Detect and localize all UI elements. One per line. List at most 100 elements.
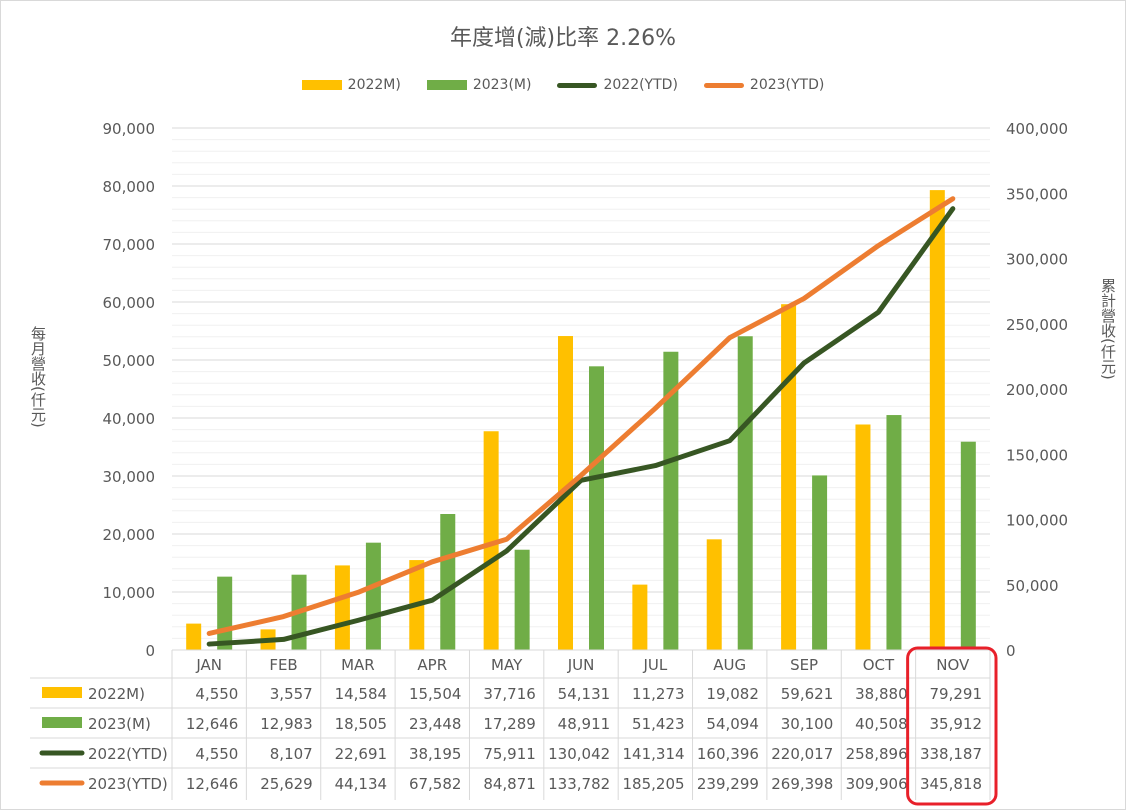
x-category-label: AUG [713,656,746,674]
table-cell: 12,646 [186,715,239,733]
table-key-swatch [42,717,82,728]
table-cell: 79,291 [930,685,983,703]
table-row-label: 2023(M) [88,715,151,733]
y-left-tick-label: 60,000 [103,294,156,312]
chart-legend: 2022M) 2023(M) 2022(YTD) 2023(YTD) [0,77,1126,93]
y-right-tick-label: 100,000 [1006,512,1068,530]
table-cell: 22,691 [335,745,388,763]
x-category-label: JAN [195,656,222,674]
y-right-tick-label: 250,000 [1006,316,1068,334]
table-cell: 8,107 [270,745,313,763]
table-cell: 67,582 [409,775,462,793]
y-right-tick-label: 150,000 [1006,446,1068,464]
table-cell: 37,716 [483,685,536,703]
bar-2023m [812,475,828,650]
table-cell: 51,423 [632,715,685,733]
table-cell: 84,871 [483,775,536,793]
x-category-label: JUN [567,656,595,674]
table-cell: 220,017 [771,745,833,763]
table-cell: 11,273 [632,685,685,703]
y-left-tick-label: 80,000 [103,178,156,196]
table-cell: 30,100 [781,715,834,733]
y-right-tick-label: 350,000 [1006,185,1068,203]
table-key-swatch [42,687,82,698]
legend-item-2023ytd: 2023(YTD) [703,77,825,93]
x-category-label: MAR [341,656,375,674]
y-left-tick-label: 20,000 [103,526,156,544]
table-cell: 15,504 [409,685,462,703]
table-cell: 19,082 [706,685,759,703]
table-cell: 133,782 [548,775,610,793]
bar-2022m [929,190,945,651]
table-cell: 141,314 [623,745,685,763]
table-cell: 35,912 [930,715,983,733]
legend-swatch-2022m [301,80,342,90]
legend-item-2022ytd: 2022(YTD) [557,77,678,93]
chart-title: 年度增(減)比率 2.26% [449,26,677,51]
table-cell: 160,396 [697,745,759,763]
line-2022ytd [206,206,956,647]
table-cell: 338,187 [920,745,982,763]
bar-2023m [514,549,530,650]
bar-2022m [186,623,202,650]
legend-swatch-2023m [426,80,467,90]
bar-2022m [855,424,871,650]
y-left-tick-label: 50,000 [103,352,156,370]
legend-label-2023ytd: 2023(YTD) [749,77,825,93]
table-cell: 38,880 [855,685,908,703]
y-right-tick-label: 200,000 [1006,381,1068,399]
table-cell: 23,448 [409,715,462,733]
table-cell: 185,205 [623,775,685,793]
table-cell: 3,557 [270,685,313,703]
x-category-label: APR [417,656,447,674]
table-cell: 4,550 [195,745,238,763]
table-cell: 48,911 [558,715,611,733]
bar-2022m [334,565,350,650]
table-cell: 14,584 [335,685,388,703]
bar-2023m [440,514,456,650]
x-category-label: MAY [491,656,523,674]
y-left-tick-label: 0 [145,642,155,660]
table-cell: 40,508 [855,715,908,733]
table-row-label: 2022(YTD) [88,745,168,763]
y-left-tick-label: 70,000 [103,236,156,254]
bar-2022m [632,584,648,650]
bar-2023m [217,576,233,650]
y-right-tick-label: 50,000 [1006,577,1059,595]
table-cell: 12,983 [260,715,313,733]
legend-item-2022m: 2022M) [301,77,401,93]
x-category-label: FEB [269,656,297,674]
table-cell: 44,134 [335,775,388,793]
bar-2023m [886,415,902,650]
table-cell: 309,906 [846,775,908,793]
bar-2022m [483,431,499,650]
table-cell: 54,131 [558,685,611,703]
y-right-tick-label: 0 [1006,642,1016,660]
table-cell: 345,818 [920,775,982,793]
table-cell: 75,911 [483,745,536,763]
bar-2023m [589,366,604,650]
y-left-tick-label: 10,000 [103,584,156,602]
x-category-label: OCT [863,656,895,674]
y-left-tick-label: 40,000 [103,410,156,428]
highlight-box [906,646,998,806]
table-cell: 269,398 [771,775,833,793]
table-cell: 17,289 [483,715,536,733]
y-axis-left-label: 每月營收(仟元) [29,326,47,428]
legend-label-2022m: 2022M) [347,77,401,93]
table-cell: 54,094 [706,715,759,733]
legend-label-2022ytd: 2022(YTD) [603,77,678,93]
table-cell: 130,042 [548,745,610,763]
table-row-label: 2023(YTD) [88,775,168,793]
bar-2023m [663,351,679,650]
table-cell: 59,621 [781,685,834,703]
table-cell: 25,629 [260,775,313,793]
bar-2022m [706,539,722,650]
y-left-tick-label: 30,000 [103,468,156,486]
bar-2023m [960,441,976,650]
table-cell: 12,646 [186,775,239,793]
x-category-label: NOV [936,656,970,674]
legend-swatch-2023ytd [703,82,744,88]
x-category-label: SEP [790,656,818,674]
